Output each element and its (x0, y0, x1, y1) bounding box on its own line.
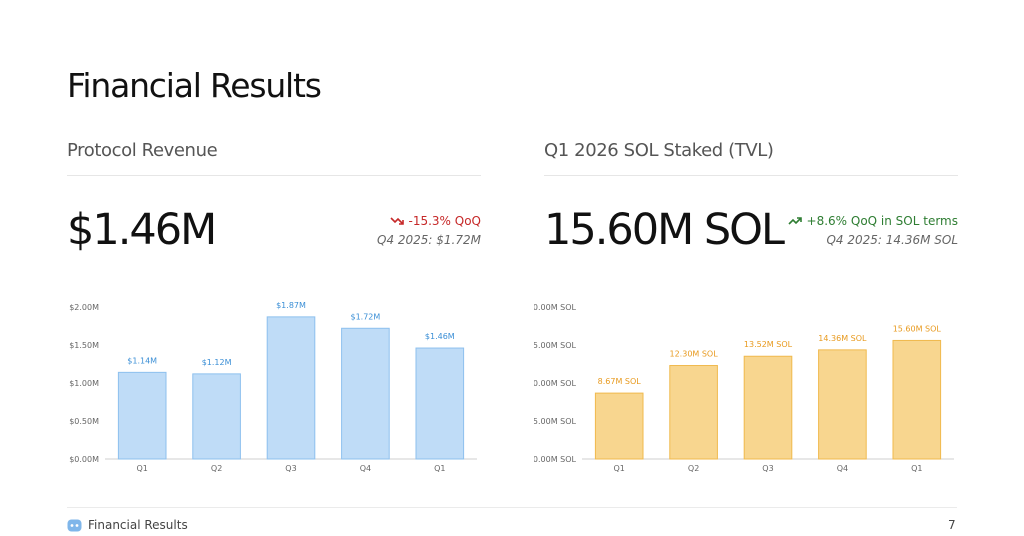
y-tick-label: $1.00M (69, 379, 99, 388)
x-tick-label: Q3 (762, 464, 773, 473)
staked-heading: Q1 2026 SOL Staked (TVL) (544, 140, 774, 161)
data-label: $1.87M (276, 301, 306, 310)
page-number: 7 (948, 518, 956, 532)
y-tick-label: $1.50M (69, 341, 99, 350)
data-label: 12.30M SOL (670, 350, 719, 359)
bar (743, 355, 793, 460)
data-label: 14.36M SOL (818, 334, 867, 343)
page-title: Financial Results (67, 66, 322, 105)
y-tick-label: 10.00M SOL (534, 379, 577, 388)
trend-up-icon (787, 217, 802, 225)
footer-divider (67, 507, 957, 508)
revenue-change-block: -15.3% QoQ Q4 2025: $1.72M (377, 214, 481, 247)
revenue-heading: Protocol Revenue (67, 140, 218, 161)
y-tick-label: $0.00M (69, 455, 99, 464)
x-tick-label: Q1 (911, 464, 922, 473)
staked-divider (544, 175, 958, 176)
x-tick-label: Q4 (837, 464, 848, 473)
footer-label: Financial Results (88, 518, 188, 532)
x-tick-label: Q1 (137, 464, 148, 473)
bar (669, 365, 718, 460)
staked-change-block: +8.6% QoQ in SOL terms Q4 2025: 14.36M S… (787, 214, 958, 247)
staked-change: +8.6% QoQ in SOL terms (806, 214, 958, 228)
bar (192, 373, 241, 460)
trend-down-icon (389, 217, 404, 225)
logo-icon (67, 519, 82, 531)
bar (594, 392, 644, 460)
x-tick-label: Q4 (360, 464, 371, 473)
y-tick-label: 0.00M SOL (534, 455, 577, 464)
bar (341, 327, 390, 460)
staked-bar-chart: 0.00M SOL 5.00M SOL 10.00M SOL 15.00M SOL 20… (534, 303, 954, 473)
bar (415, 347, 465, 460)
bar (117, 371, 167, 460)
revenue-section: Protocol Revenue $1.46M -15.3% QoQ Q4 20… (67, 140, 481, 473)
x-tick-label: Q1 (614, 464, 625, 473)
data-label: $1.46M (425, 332, 455, 341)
staked-value: 15.60M SOL (544, 205, 785, 255)
revenue-divider (67, 175, 481, 176)
data-label: $1.14M (127, 356, 157, 365)
revenue-change: -15.3% QoQ (408, 214, 482, 228)
revenue-previous: Q4 2025: $1.72M (377, 233, 481, 247)
revenue-bar-chart: $0.00M $0.50M $1.00M $1.50M $2.00M $1.14M Q1 $1… (69, 301, 477, 473)
y-tick-label: $2.00M (69, 303, 99, 312)
bar (818, 349, 867, 460)
x-tick-label: Q3 (285, 464, 296, 473)
data-label: 8.67M SOL (598, 377, 642, 386)
data-label: $1.72M (350, 312, 380, 321)
data-label: 15.60M SOL (893, 324, 942, 333)
x-tick-label: Q1 (434, 464, 445, 473)
staked-section: Q1 2026 SOL Staked (TVL) 15.60M SOL +8.6… (534, 140, 958, 473)
y-tick-label: 15.00M SOL (534, 341, 577, 350)
footer-label-group: Financial Results (67, 518, 188, 532)
x-tick-label: Q2 (688, 464, 699, 473)
bar (892, 339, 942, 460)
y-tick-label: $0.50M (69, 417, 99, 426)
data-label: 13.52M SOL (744, 340, 793, 349)
revenue-value: $1.46M (67, 205, 217, 255)
bar (266, 316, 316, 460)
y-tick-label: 20.00M SOL (534, 303, 577, 312)
staked-previous: Q4 2025: 14.36M SOL (826, 233, 958, 247)
x-tick-label: Q2 (211, 464, 222, 473)
data-label: $1.12M (202, 358, 232, 367)
y-tick-label: 5.00M SOL (534, 417, 577, 426)
